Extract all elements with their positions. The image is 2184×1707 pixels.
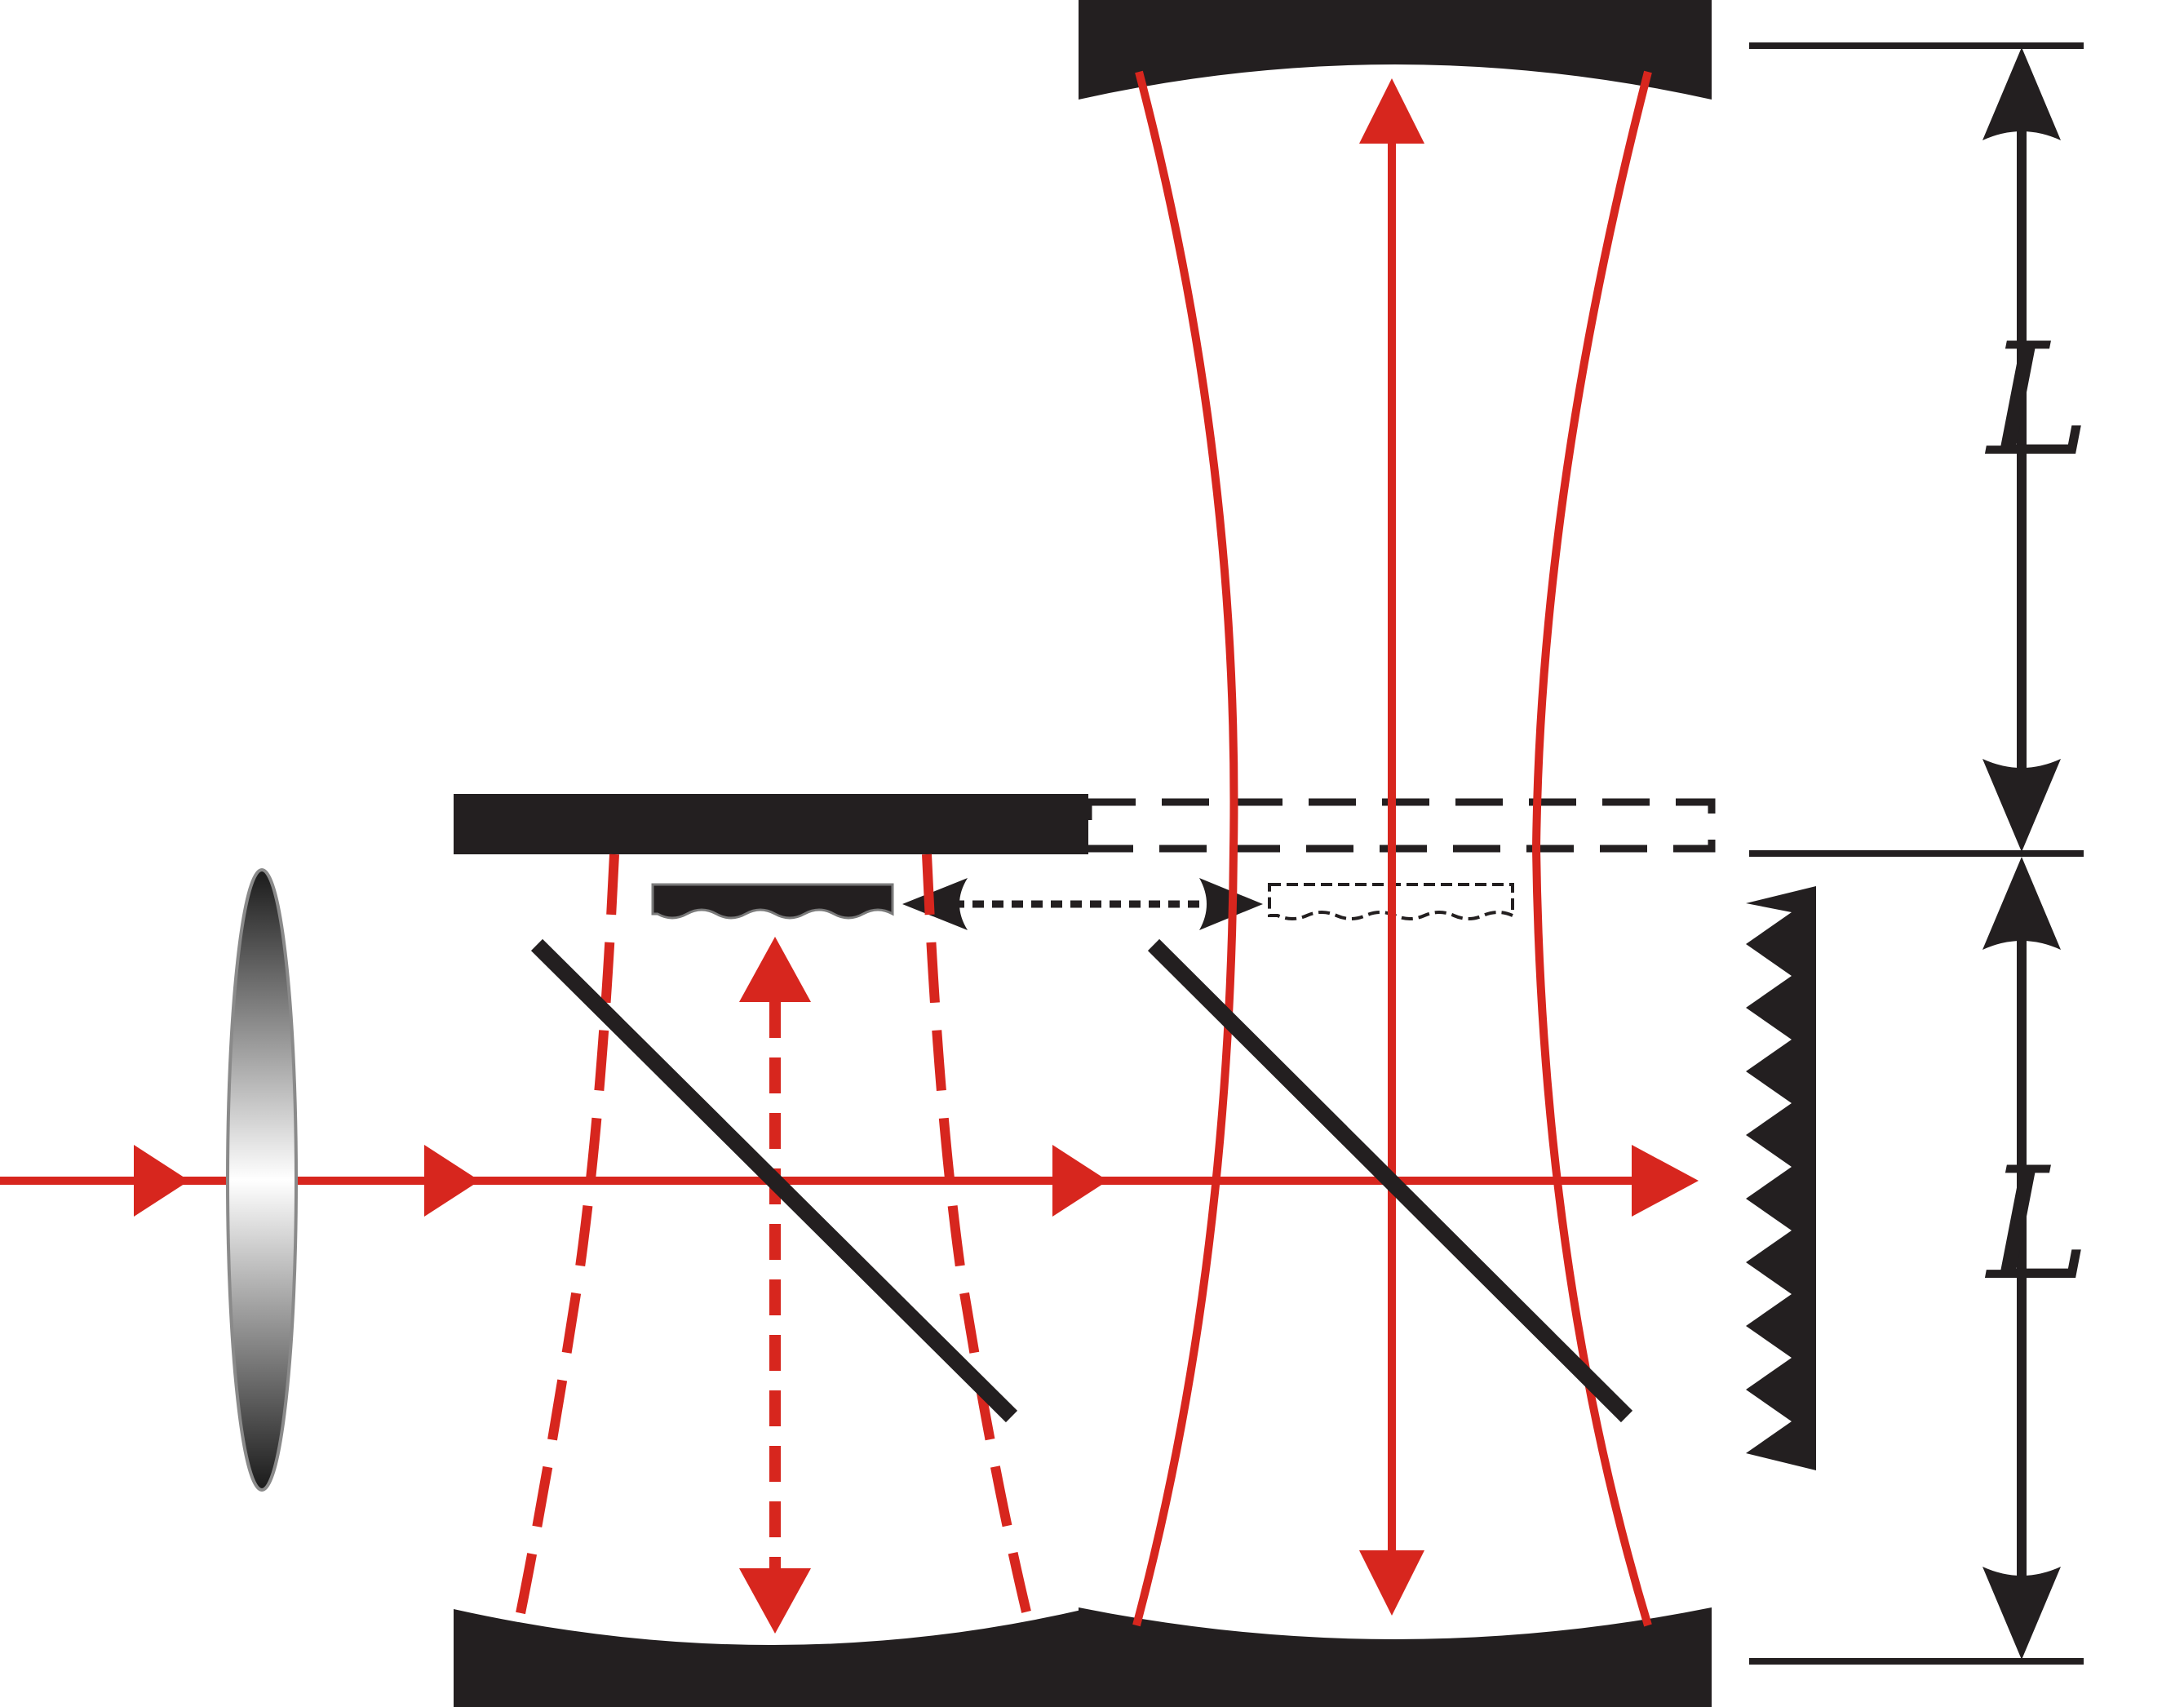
upper-dimension-arrow-up: [1982, 47, 2061, 140]
lower-length-label: L: [1985, 1134, 2090, 1315]
diffraction-grating: [1746, 886, 1816, 1470]
upper-length-label: L: [1985, 310, 2090, 490]
sample-solid: [651, 883, 894, 920]
right-beam-splitter: [1147, 938, 1633, 1423]
lower-dimension-arrow-up: [1982, 857, 2061, 950]
lower-dimension-arrow-down: [1982, 1567, 2061, 1660]
focusing-lens: [226, 868, 298, 1492]
right-cavity-axis-arrow-up: [1359, 78, 1424, 144]
right-cavity-axis-arrow-down: [1359, 1550, 1424, 1616]
flat-mirror-bar: [454, 794, 1088, 854]
top-concave-mirror: [1079, 0, 1712, 100]
left-cavity-dashed-left-edge: [513, 854, 619, 1627]
upper-dimension-arrow-down: [1982, 759, 2061, 852]
beam-arrow-1: [134, 1145, 189, 1217]
left-cavity-dashed-right-edge: [922, 854, 1034, 1627]
bottom-left-concave-mirror: [454, 1609, 1085, 1707]
left-cavity-axis-arrow-down: [739, 1568, 811, 1634]
bottom-right-concave-mirror: [1079, 1607, 1712, 1707]
left-beam-splitter: [530, 938, 1018, 1423]
beam-arrow-4: [1632, 1145, 1699, 1217]
beam-arrow-3: [1052, 1145, 1108, 1217]
beam-waist-left-edge: [1132, 70, 1238, 1627]
left-cavity-axis-arrow-up: [739, 937, 811, 1002]
flat-mirror-dashed-outline: [1084, 798, 1716, 853]
translation-arrow-left-head: [902, 878, 968, 930]
beam-arrow-2: [424, 1145, 480, 1217]
